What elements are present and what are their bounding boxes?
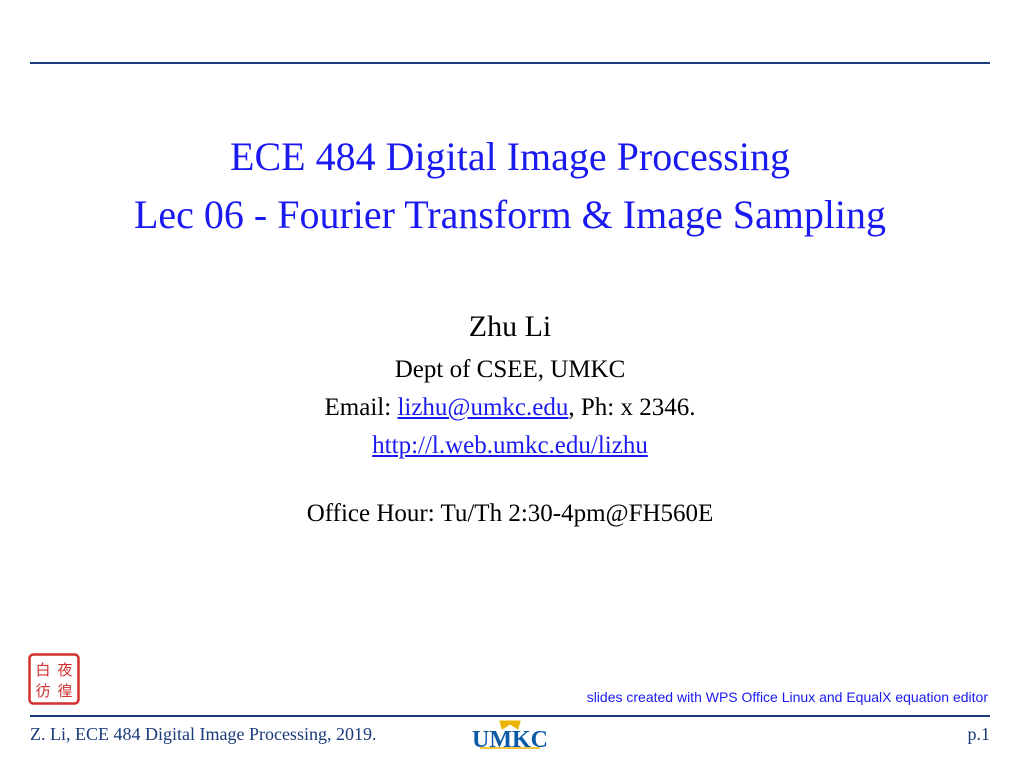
author-phone: , Ph: x 2346. (568, 394, 695, 421)
author-homepage-link[interactable]: http://l.web.umkc.edu/lizhu (372, 432, 648, 459)
chinese-seal-icon: 白 夜 彷 徨 (28, 653, 80, 705)
title-block: ECE 484 Digital Image Processing Lec 06 … (0, 128, 1020, 244)
author-url-line: http://l.web.umkc.edu/lizhu (0, 432, 1020, 460)
top-horizontal-rule (30, 62, 990, 64)
seal-glyph-4: 徨 (57, 683, 72, 700)
slide-credit: slides created with WPS Office Linux and… (587, 689, 988, 705)
lecture-title: Lec 06 - Fourier Transform & Image Sampl… (0, 186, 1020, 244)
author-department: Dept of CSEE, UMKC (0, 356, 1020, 384)
course-title: ECE 484 Digital Image Processing (0, 128, 1020, 186)
footer-left: Z. Li, ECE 484 Digital Image Processing,… (30, 724, 376, 745)
author-contact-line: Email: lizhu@umkc.edu, Ph: x 2346. (0, 394, 1020, 422)
email-prefix: Email: (325, 394, 398, 421)
seal-glyph-3: 彷 (35, 683, 50, 700)
seal-glyph-2: 夜 (57, 662, 72, 679)
author-block: Zhu Li Dept of CSEE, UMKC Email: lizhu@u… (0, 310, 1020, 528)
seal-glyph-1: 白 (35, 662, 50, 679)
author-name: Zhu Li (0, 310, 1020, 344)
office-hours: Office Hour: Tu/Th 2:30-4pm@FH560E (0, 500, 1020, 528)
umkc-logo: UMKC (455, 717, 565, 751)
author-email-link[interactable]: lizhu@umkc.edu (397, 394, 568, 421)
page-number: p.1 (968, 724, 991, 745)
